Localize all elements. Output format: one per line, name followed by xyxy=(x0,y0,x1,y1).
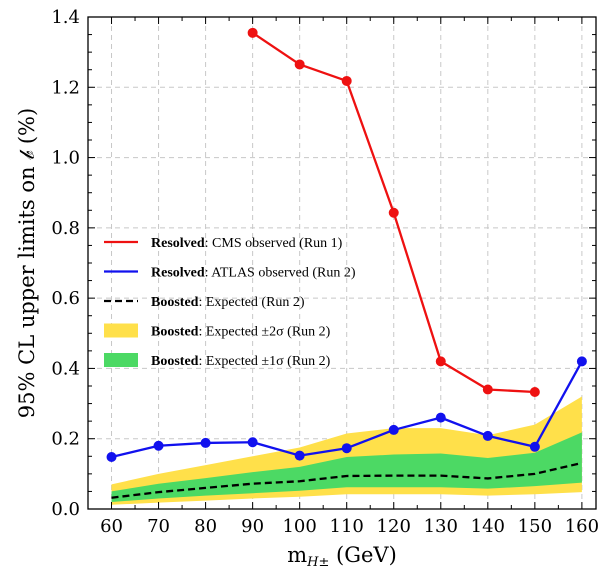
series-1-point xyxy=(576,356,587,367)
series-0-point xyxy=(388,207,399,218)
y-tick-label: 0.6 xyxy=(51,288,80,309)
legend-label: Resolved: ATLAS observed (Run 2) xyxy=(151,266,356,281)
x-tick-label: 150 xyxy=(518,516,552,537)
grid xyxy=(88,17,596,509)
x-tick-label: 60 xyxy=(100,516,123,537)
x-tick-label: 80 xyxy=(194,516,217,537)
legend-item: Resolved: ATLAS observed (Run 2) xyxy=(104,266,356,281)
legend-item: Resolved: CMS observed (Run 1) xyxy=(104,236,343,251)
y-tick-label: 1.4 xyxy=(51,7,80,28)
y-axis-title: 95% CL upper limits on 𝒷 (%) xyxy=(15,108,39,418)
series-1-point xyxy=(435,412,446,423)
legend-label: Boosted: Expected ±1σ (Run 2) xyxy=(151,354,331,369)
legend-item: Boosted: Expected ±2σ (Run 2) xyxy=(104,323,331,340)
legend: Resolved: CMS observed (Run 1) Resolved: … xyxy=(104,236,356,369)
legend-swatch xyxy=(104,353,138,367)
series-1-point xyxy=(106,451,117,462)
band-one-sigma xyxy=(111,432,582,502)
x-tick-label: 110 xyxy=(330,516,364,537)
y-tick-label: 0.8 xyxy=(51,218,80,239)
x-axis-title: mH± (GeV) xyxy=(287,543,397,570)
x-tick-label: 120 xyxy=(377,516,411,537)
series-0-point xyxy=(341,75,352,86)
series-1-point xyxy=(529,441,540,452)
legend-label: Resolved: CMS observed (Run 1) xyxy=(151,236,343,251)
x-tick-label: 90 xyxy=(241,516,264,537)
y-tick-label: 0.0 xyxy=(51,499,80,520)
series-1-point xyxy=(294,450,305,461)
series-line-2 xyxy=(111,461,583,499)
x-tick-label: 130 xyxy=(424,516,458,537)
series-1-point xyxy=(341,443,352,454)
series-0-point xyxy=(529,386,540,397)
x-tick-label: 140 xyxy=(471,516,505,537)
x-tick-label: 100 xyxy=(282,516,316,537)
series-1-point xyxy=(388,424,399,435)
series-0-point xyxy=(482,384,493,395)
y-tick-label: 1.0 xyxy=(51,148,80,169)
x-tick-label: 160 xyxy=(565,516,598,537)
series-0-point xyxy=(247,27,258,38)
series-0-point xyxy=(435,356,446,367)
legend-item: Boosted: Expected (Run 2) xyxy=(104,295,305,310)
x-tick-labels: 60 70 80 90 100 110 120 130 140 150 160 xyxy=(100,516,598,537)
legend-item: Boosted: Expected ±1σ (Run 2) xyxy=(104,353,331,369)
ticks xyxy=(87,16,596,510)
series-0-point xyxy=(294,59,305,70)
legend-label: Boosted: Expected ±2σ (Run 2) xyxy=(151,325,331,340)
legend-label: Boosted: Expected (Run 2) xyxy=(151,295,305,310)
x-tick-label: 70 xyxy=(147,516,170,537)
series-1-point xyxy=(153,440,164,451)
series-1-point xyxy=(482,430,493,441)
series-1-point xyxy=(200,437,211,448)
y-tick-label: 0.4 xyxy=(51,358,80,379)
series-lines xyxy=(106,27,587,499)
y-tick-label: 0.2 xyxy=(51,429,80,450)
y-tick-label: 1.2 xyxy=(51,77,80,98)
y-tick-labels: 0.0 0.2 0.4 0.6 0.8 1.0 1.2 1.4 xyxy=(51,7,80,520)
series-1-point xyxy=(247,437,258,448)
legend-swatch xyxy=(104,323,138,338)
